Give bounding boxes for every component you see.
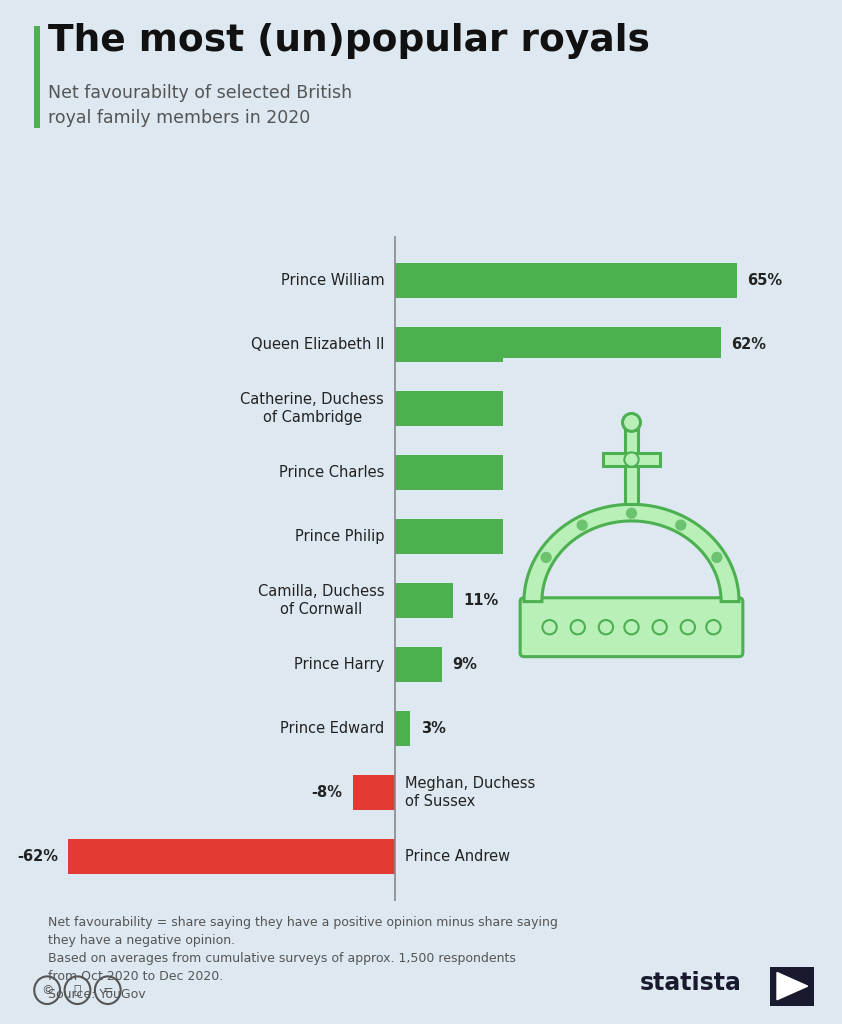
Text: -8%: -8% <box>311 784 342 800</box>
Text: 9%: 9% <box>453 656 477 672</box>
Bar <box>395 583 453 617</box>
Bar <box>395 455 521 489</box>
Bar <box>395 711 411 745</box>
Text: Prince William: Prince William <box>280 272 384 288</box>
Text: 24%: 24% <box>531 465 567 480</box>
Circle shape <box>711 552 722 563</box>
FancyBboxPatch shape <box>520 598 743 656</box>
Bar <box>68 839 395 873</box>
Circle shape <box>571 621 585 635</box>
Polygon shape <box>604 454 659 466</box>
Circle shape <box>626 508 637 519</box>
Text: The most (un)popular royals: The most (un)popular royals <box>48 23 650 58</box>
Circle shape <box>680 621 695 635</box>
Bar <box>395 263 737 298</box>
Circle shape <box>624 453 639 467</box>
Bar <box>353 775 395 810</box>
Text: 62%: 62% <box>732 337 766 352</box>
Text: 65%: 65% <box>748 272 782 288</box>
Text: Catherine, Duchess
of Cambridge: Catherine, Duchess of Cambridge <box>241 392 384 425</box>
Circle shape <box>542 621 557 635</box>
Circle shape <box>541 552 552 563</box>
Text: 3%: 3% <box>421 721 446 736</box>
Bar <box>395 519 505 554</box>
Text: Camilla, Duchess
of Cornwall: Camilla, Duchess of Cornwall <box>258 584 384 616</box>
Text: Net favourability = share saying they have a positive opinion minus share saying: Net favourability = share saying they ha… <box>48 916 558 1001</box>
Text: Prince Andrew: Prince Andrew <box>405 849 510 864</box>
Text: Prince Philip: Prince Philip <box>295 528 384 544</box>
Text: ©: © <box>41 984 53 996</box>
Circle shape <box>653 621 667 635</box>
Text: Prince Harry: Prince Harry <box>294 656 384 672</box>
Text: 11%: 11% <box>463 593 498 608</box>
Circle shape <box>622 414 641 431</box>
Text: Meghan, Duchess
of Sussex: Meghan, Duchess of Sussex <box>405 776 536 809</box>
Bar <box>395 647 442 682</box>
Text: Prince Edward: Prince Edward <box>280 721 384 736</box>
Text: 21%: 21% <box>515 528 551 544</box>
Circle shape <box>675 519 686 530</box>
Text: statista: statista <box>640 972 742 995</box>
Text: Queen Elizabeth II: Queen Elizabeth II <box>251 337 384 352</box>
Bar <box>395 391 700 426</box>
Circle shape <box>577 519 588 530</box>
Circle shape <box>706 621 721 635</box>
Circle shape <box>599 621 613 635</box>
Circle shape <box>624 621 639 635</box>
Polygon shape <box>777 973 807 999</box>
Polygon shape <box>625 430 638 505</box>
Text: =: = <box>103 984 113 996</box>
Text: 58%: 58% <box>711 400 746 416</box>
Text: -62%: -62% <box>17 849 58 864</box>
Text: ⓘ: ⓘ <box>74 984 81 996</box>
Text: Net favourabilty of selected British
royal family members in 2020: Net favourabilty of selected British roy… <box>48 84 352 127</box>
Polygon shape <box>524 505 739 602</box>
Bar <box>395 327 721 361</box>
Text: Prince Charles: Prince Charles <box>279 465 384 480</box>
